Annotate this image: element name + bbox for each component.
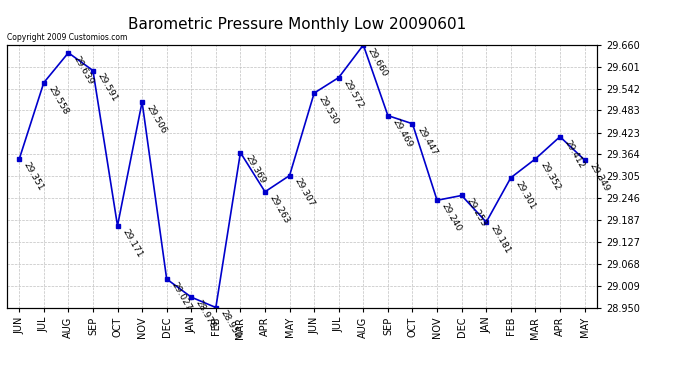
Text: 29.352: 29.352: [538, 160, 562, 192]
Text: Copyright 2009 Customios.com: Copyright 2009 Customios.com: [7, 33, 127, 42]
Text: 29.349: 29.349: [587, 161, 611, 193]
Text: 29.240: 29.240: [440, 202, 463, 233]
Text: 29.412: 29.412: [563, 138, 586, 170]
Text: 29.572: 29.572: [342, 79, 365, 111]
Text: 29.591: 29.591: [96, 72, 119, 104]
Text: 29.506: 29.506: [145, 104, 168, 135]
Text: 29.639: 29.639: [71, 54, 95, 86]
Text: 29.469: 29.469: [391, 117, 414, 148]
Text: 29.301: 29.301: [513, 179, 537, 211]
Text: 29.171: 29.171: [120, 227, 144, 259]
Text: 29.530: 29.530: [317, 94, 340, 126]
Text: 29.351: 29.351: [22, 160, 46, 192]
Text: 28.978: 28.978: [194, 298, 217, 330]
Text: 29.181: 29.181: [489, 224, 513, 255]
Text: 29.660: 29.660: [366, 46, 390, 78]
Text: 29.558: 29.558: [46, 84, 70, 116]
Text: 29.369: 29.369: [243, 154, 267, 186]
Text: 29.447: 29.447: [415, 125, 439, 157]
Text: 29.027: 29.027: [170, 280, 193, 312]
Text: 29.253: 29.253: [464, 197, 488, 228]
Text: 29.307: 29.307: [293, 177, 316, 209]
Text: 28.950: 28.950: [219, 309, 242, 340]
Text: Barometric Pressure Monthly Low 20090601: Barometric Pressure Monthly Low 20090601: [128, 17, 466, 32]
Text: 29.263: 29.263: [268, 193, 291, 225]
